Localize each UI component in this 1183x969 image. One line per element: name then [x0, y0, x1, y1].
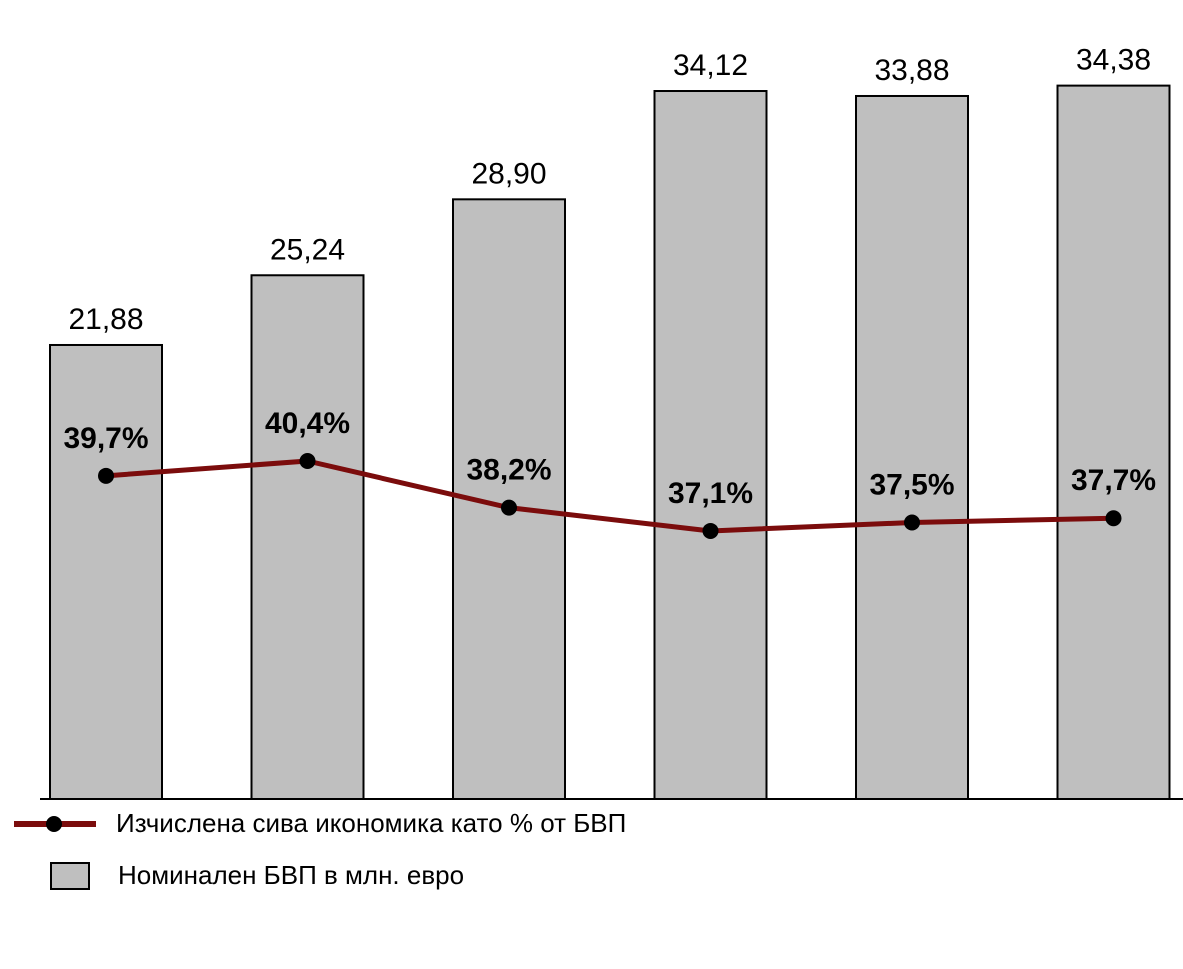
line-value-label-2006: 40,4%	[265, 407, 350, 440]
bar-value-label-2007: 28,90	[471, 157, 546, 190]
legend-item-line: Изчислена сива икономика като % от БВП	[14, 808, 626, 839]
line-point-2010E	[1105, 510, 1122, 527]
legend-item-bar: Номинален БВП в млн. евро	[14, 860, 464, 891]
bar-2010E	[1056, 84, 1171, 800]
line-value-label-2005: 39,7%	[63, 422, 148, 455]
legend-bar-label: Номинален БВП в млн. евро	[118, 860, 465, 890]
legend-line-label: Изчислена сива икономика като % от БВП	[116, 808, 627, 838]
bar-value-label-2009: 33,88	[874, 54, 949, 87]
line-point-2009	[904, 514, 920, 531]
bar-2006	[250, 274, 365, 800]
line-value-label-2008: 37,1%	[668, 477, 753, 510]
line-value-label-2007: 38,2%	[466, 454, 551, 487]
line-value-label-2010E: 37,7%	[1071, 464, 1156, 497]
line-series	[105, 458, 1114, 534]
bar-value-label-2005: 21,88	[68, 303, 143, 336]
legend-line-swatch	[14, 809, 96, 839]
bar-2005	[49, 343, 163, 800]
bar-value-label-2010E: 34,38	[1076, 44, 1151, 77]
bar-2009	[855, 94, 969, 800]
legend-line-marker	[46, 815, 62, 832]
line-point-2007	[501, 499, 517, 516]
chart: 21,8825,2428,9034,1233,8834,382005200620…	[40, 44, 1183, 800]
bar-value-label-2008: 34,12	[673, 49, 748, 82]
legend-bar-swatch	[50, 861, 90, 890]
line-point-2008	[702, 522, 719, 539]
bar-value-label-2006: 25,24	[270, 233, 345, 266]
line-value-label-2009: 37,5%	[869, 468, 954, 501]
line-point-2005	[98, 467, 114, 484]
bar-2008	[653, 90, 768, 800]
line-point-2006	[299, 453, 316, 469]
